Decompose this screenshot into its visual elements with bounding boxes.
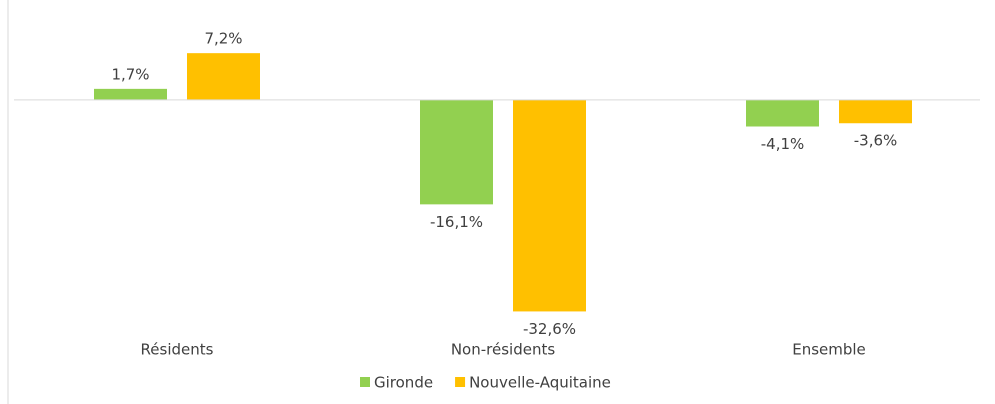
bar <box>187 53 260 100</box>
data-label: -32,6% <box>523 320 576 338</box>
legend-label: Gironde <box>374 374 433 392</box>
data-label: 1,7% <box>111 65 149 83</box>
x-tick-label: Résidents <box>141 341 214 359</box>
bar <box>420 99 493 205</box>
data-label: -16,1% <box>430 213 483 231</box>
data-label: -4,1% <box>761 135 805 153</box>
bar <box>513 99 586 312</box>
x-tick-label: Non-résidents <box>451 341 556 359</box>
data-label: -3,6% <box>854 132 898 150</box>
x-tick-label: Ensemble <box>792 341 866 359</box>
data-label: 7,2% <box>204 30 242 48</box>
legend-swatch <box>360 377 370 387</box>
legend-label: Nouvelle-Aquitaine <box>469 374 611 392</box>
bar <box>94 88 167 100</box>
legend-swatch <box>455 377 466 387</box>
bar <box>839 99 912 124</box>
bar <box>746 99 819 127</box>
